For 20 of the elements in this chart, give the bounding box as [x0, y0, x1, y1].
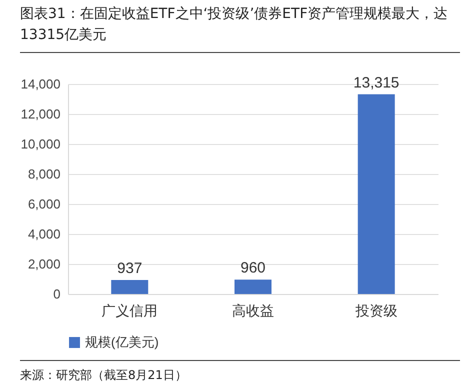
bar	[234, 280, 272, 294]
y-tick-label: 12,000	[20, 106, 60, 122]
data-label: 937	[117, 260, 142, 277]
y-tick-label: 10,000	[20, 136, 60, 152]
data-label: 960	[240, 260, 266, 277]
source-note: 来源：研究部（截至8月21日）	[20, 360, 460, 383]
x-tick-label: 高收益	[232, 302, 274, 318]
legend-label: 规模(亿美元)	[85, 334, 159, 350]
x-tick-label: 广义信用	[102, 302, 158, 318]
y-tick-label: 4,000	[28, 226, 60, 242]
chart-title: 图表31：在固定收益ETF之中‘投资级’债券ETF资产管理规模最大，达13315亿美元	[20, 4, 460, 53]
data-label: 13,315	[353, 74, 400, 92]
bar	[358, 94, 395, 294]
y-tick-label: 6,000	[28, 196, 60, 212]
y-tick-label: 14,000	[20, 76, 60, 92]
y-tick-label: 2,000	[28, 256, 60, 272]
y-tick-label: 8,000	[28, 166, 60, 182]
bar	[111, 280, 148, 294]
x-tick-label: 投资级	[354, 302, 398, 318]
y-tick-label: 0	[53, 286, 60, 302]
